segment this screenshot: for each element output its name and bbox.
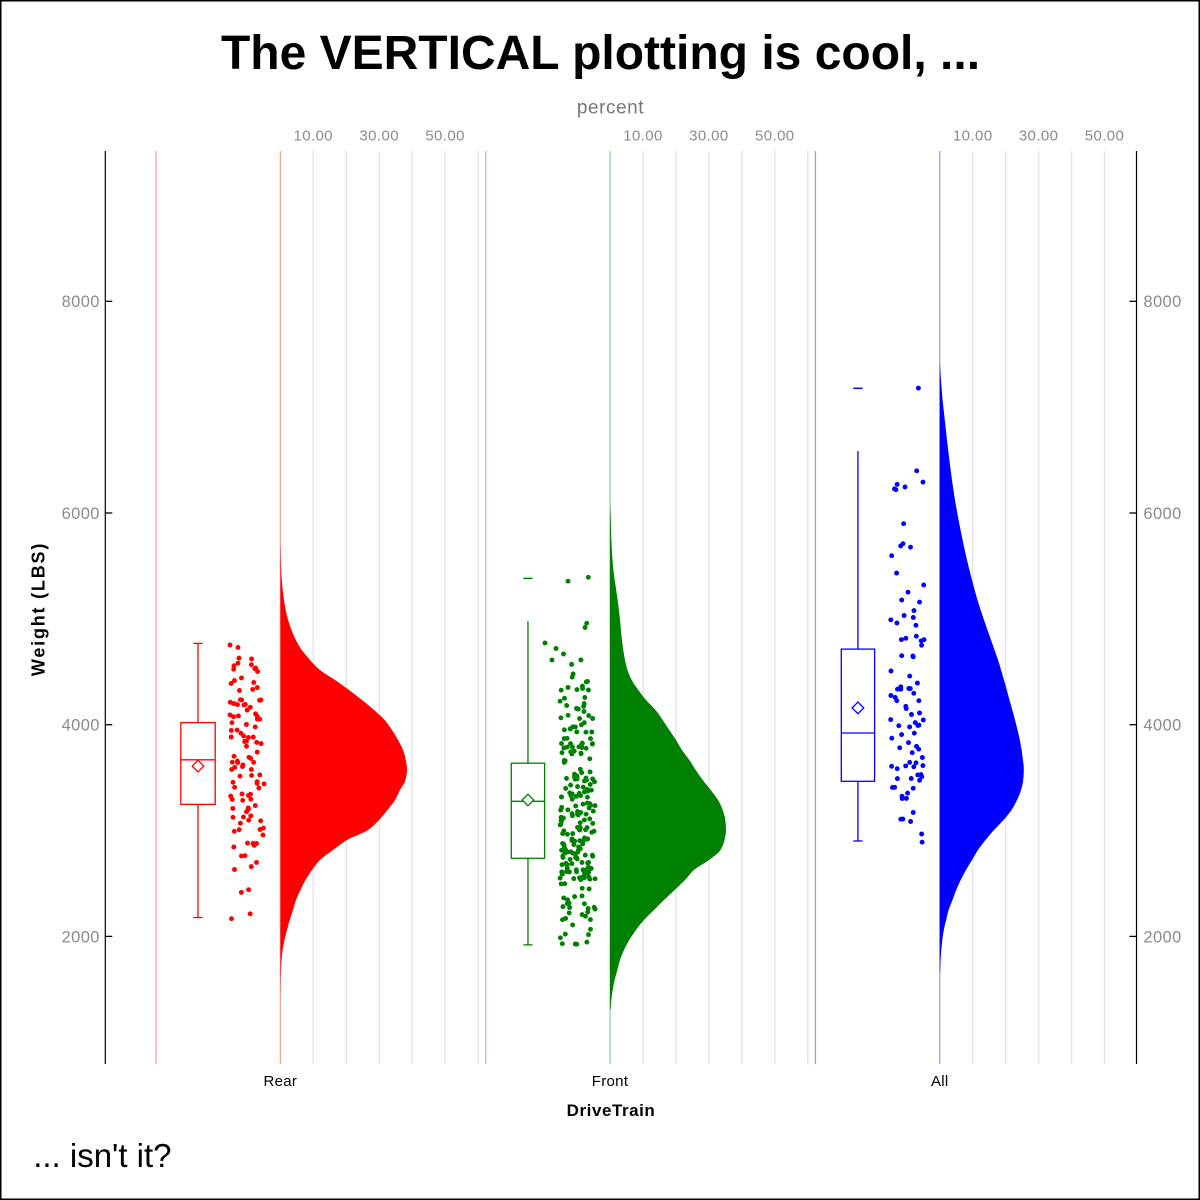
svg-text:8000: 8000	[62, 293, 100, 311]
svg-text:4000: 4000	[1143, 717, 1181, 735]
svg-text:50.00: 50.00	[1085, 128, 1125, 145]
svg-text:2000: 2000	[62, 928, 100, 946]
svg-text:DriveTrain: DriveTrain	[567, 1101, 656, 1120]
svg-text:percent: percent	[577, 98, 644, 119]
svg-text:10.00: 10.00	[623, 128, 663, 145]
svg-text:All: All	[931, 1073, 949, 1090]
svg-text:Rear: Rear	[263, 1073, 297, 1090]
svg-text:2000: 2000	[1143, 928, 1181, 946]
svg-text:6000: 6000	[62, 505, 100, 523]
svg-text:Weight (LBS): Weight (LBS)	[29, 542, 49, 676]
svg-text:Front: Front	[592, 1073, 629, 1090]
svg-text:30.00: 30.00	[359, 128, 399, 145]
svg-text:50.00: 50.00	[755, 128, 795, 145]
svg-text:50.00: 50.00	[425, 128, 465, 145]
svg-text:4000: 4000	[62, 717, 100, 735]
svg-text:8000: 8000	[1143, 293, 1181, 311]
svg-text:30.00: 30.00	[1019, 128, 1059, 145]
svg-text:6000: 6000	[1143, 505, 1181, 523]
svg-text:30.00: 30.00	[689, 128, 729, 145]
svg-text:The VERTICAL plotting is cool,: The VERTICAL plotting is cool, ...	[221, 27, 980, 80]
svg-text:10.00: 10.00	[294, 128, 334, 145]
svg-text:10.00: 10.00	[953, 128, 993, 145]
svg-text:... isn't it?: ... isn't it?	[33, 1137, 171, 1174]
